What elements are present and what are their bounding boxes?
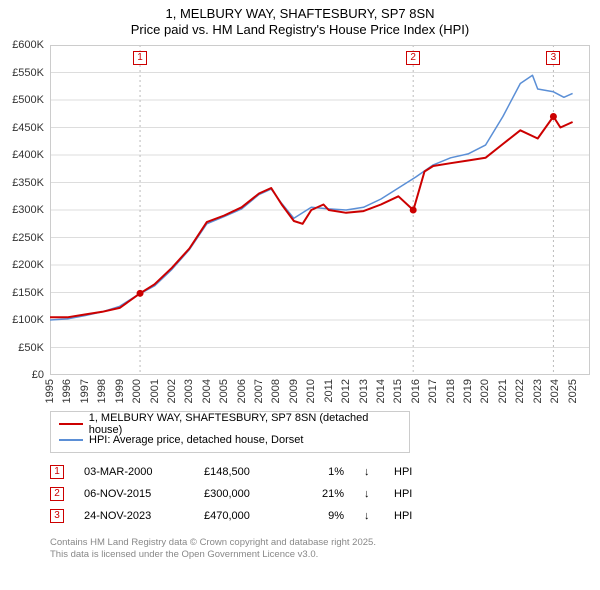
sale-pct: 1%	[304, 466, 344, 478]
x-tick-label: 2025	[567, 379, 579, 403]
y-tick-label: £300K	[12, 204, 44, 216]
y-tick-label: £450K	[12, 122, 44, 134]
y-tick-label: £350K	[12, 177, 44, 189]
x-tick-label: 1998	[96, 379, 108, 403]
sale-date: 06-NOV-2015	[84, 488, 184, 500]
sale-row-marker: 3	[50, 509, 64, 523]
x-tick-label: 2004	[201, 379, 213, 403]
chart-area: £0£50K£100K£150K£200K£250K£300K£350K£400…	[50, 45, 590, 405]
x-tick-label: 2002	[166, 379, 178, 403]
y-tick-label: £200K	[12, 259, 44, 271]
down-arrow-icon: ↓	[364, 488, 374, 500]
x-tick-label: 2019	[462, 379, 474, 403]
x-tick-label: 2020	[479, 379, 491, 403]
x-tick-label: 2005	[218, 379, 230, 403]
sale-price: £470,000	[204, 510, 284, 522]
sale-suffix: HPI	[394, 466, 412, 478]
sale-row-marker: 2	[50, 487, 64, 501]
legend: 1, MELBURY WAY, SHAFTESBURY, SP7 8SN (de…	[50, 411, 410, 453]
sale-marker-2: 2	[406, 51, 420, 65]
footer-attribution: Contains HM Land Registry data © Crown c…	[50, 537, 600, 562]
sale-date: 03-MAR-2000	[84, 466, 184, 478]
x-tick-label: 2023	[532, 379, 544, 403]
sale-row: 3 24-NOV-2023 £470,000 9% ↓ HPI	[50, 505, 600, 527]
x-tick-label: 2006	[236, 379, 248, 403]
y-tick-label: £50K	[18, 342, 44, 354]
x-tick-label: 2007	[253, 379, 265, 403]
x-tick-label: 2014	[375, 379, 387, 403]
legend-label: HPI: Average price, detached house, Dors…	[89, 434, 303, 446]
sale-row-marker: 1	[50, 465, 64, 479]
y-tick-label: £550K	[12, 67, 44, 79]
legend-item: 1, MELBURY WAY, SHAFTESBURY, SP7 8SN (de…	[59, 416, 401, 432]
x-tick-label: 2011	[323, 379, 335, 403]
y-tick-label: £400K	[12, 149, 44, 161]
x-tick-label: 2024	[549, 379, 561, 403]
x-tick-label: 2022	[514, 379, 526, 403]
chart-title-block: 1, MELBURY WAY, SHAFTESBURY, SP7 8SN Pri…	[0, 0, 600, 37]
x-tick-label: 2017	[427, 379, 439, 403]
title-line2: Price paid vs. HM Land Registry's House …	[0, 22, 600, 37]
y-tick-label: £250K	[12, 232, 44, 244]
sale-marker-3: 3	[546, 51, 560, 65]
y-tick-label: £500K	[12, 94, 44, 106]
y-tick-label: £600K	[12, 39, 44, 51]
x-tick-label: 2021	[497, 379, 509, 403]
legend-swatch	[59, 439, 83, 441]
footer-line1: Contains HM Land Registry data © Crown c…	[50, 537, 600, 549]
y-tick-label: £100K	[12, 314, 44, 326]
plot-svg	[50, 45, 590, 375]
x-tick-label: 2010	[305, 379, 317, 403]
legend-swatch	[59, 423, 83, 425]
sale-pct: 9%	[304, 510, 344, 522]
down-arrow-icon: ↓	[364, 510, 374, 522]
x-tick-label: 2018	[445, 379, 457, 403]
sale-marker-1: 1	[133, 51, 147, 65]
x-tick-label: 2000	[131, 379, 143, 403]
x-tick-label: 1995	[44, 379, 56, 403]
sale-price: £300,000	[204, 488, 284, 500]
x-tick-label: 2012	[340, 379, 352, 403]
x-tick-label: 2003	[183, 379, 195, 403]
x-tick-label: 2001	[149, 379, 161, 403]
y-tick-label: £0	[32, 369, 44, 381]
sale-pct: 21%	[304, 488, 344, 500]
sale-date: 24-NOV-2023	[84, 510, 184, 522]
y-tick-label: £150K	[12, 287, 44, 299]
x-tick-label: 2016	[410, 379, 422, 403]
x-tick-label: 2013	[358, 379, 370, 403]
title-line1: 1, MELBURY WAY, SHAFTESBURY, SP7 8SN	[0, 6, 600, 21]
sale-suffix: HPI	[394, 510, 412, 522]
x-tick-label: 1996	[61, 379, 73, 403]
sale-suffix: HPI	[394, 488, 412, 500]
sale-row: 2 06-NOV-2015 £300,000 21% ↓ HPI	[50, 483, 600, 505]
down-arrow-icon: ↓	[364, 466, 374, 478]
legend-label: 1, MELBURY WAY, SHAFTESBURY, SP7 8SN (de…	[89, 412, 401, 436]
x-tick-label: 1997	[79, 379, 91, 403]
x-tick-label: 2008	[270, 379, 282, 403]
footer-line2: This data is licensed under the Open Gov…	[50, 549, 600, 561]
sale-row: 1 03-MAR-2000 £148,500 1% ↓ HPI	[50, 461, 600, 483]
x-tick-label: 1999	[114, 379, 126, 403]
sales-table: 1 03-MAR-2000 £148,500 1% ↓ HPI 2 06-NOV…	[50, 461, 600, 527]
x-tick-label: 2009	[288, 379, 300, 403]
sale-price: £148,500	[204, 466, 284, 478]
x-tick-label: 2015	[392, 379, 404, 403]
